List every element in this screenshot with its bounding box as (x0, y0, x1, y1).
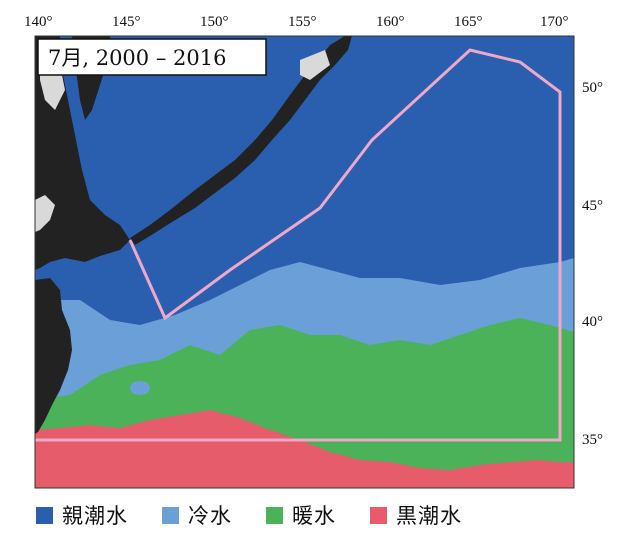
lat-tick-label: 40° (582, 314, 603, 330)
study-region-outline (35, 48, 562, 442)
lat-tick-label: 50° (582, 80, 603, 96)
title-box: 7月, 2000 – 2016 (37, 38, 267, 76)
legend-swatch (162, 506, 179, 524)
legend-swatch (370, 506, 387, 524)
legend: 親潮水 冷水 暖水 黒潮水 (36, 500, 596, 530)
legend-label: 冷水 (188, 504, 232, 528)
lon-tick-label: 145° (112, 14, 141, 30)
kuroshio-water-region (35, 410, 574, 488)
lat-tick-label: 35° (582, 432, 603, 448)
legend-label: 黒潮水 (396, 504, 462, 528)
legend-label: 親潮水 (62, 504, 128, 528)
legend-swatch (266, 506, 283, 524)
lon-tick-label: 160° (376, 14, 405, 30)
lon-tick-label: 155° (288, 14, 317, 30)
map-title: 7月, 2000 – 2016 (48, 46, 226, 70)
legend-item-oyashio: 親潮水 (36, 500, 128, 530)
legend-item-cold: 冷水 (162, 500, 232, 530)
legend-label: 暖水 (292, 504, 336, 528)
legend-item-warm: 暖水 (266, 500, 336, 530)
kuril-islands (130, 36, 352, 245)
map-frame (34, 35, 575, 489)
map-area (34, 35, 575, 489)
latitude-axis: 50° 45° 40° 35° (582, 80, 603, 448)
honshu-landmass (35, 278, 72, 434)
longitude-axis: 140° 145° 150° 155° 160° 165° 170° (24, 14, 569, 30)
legend-swatch (36, 506, 53, 524)
legend-item-kuroshio: 黒潮水 (370, 500, 462, 530)
lon-tick-label: 150° (200, 14, 229, 30)
cold-eddy (130, 381, 150, 395)
coastal-shelf-east (300, 50, 330, 80)
lat-tick-label: 45° (582, 198, 603, 214)
lon-tick-label: 165° (454, 14, 483, 30)
lon-tick-label: 170° (540, 14, 569, 30)
coastal-shelf (35, 195, 55, 232)
lon-tick-label: 140° (24, 14, 53, 30)
